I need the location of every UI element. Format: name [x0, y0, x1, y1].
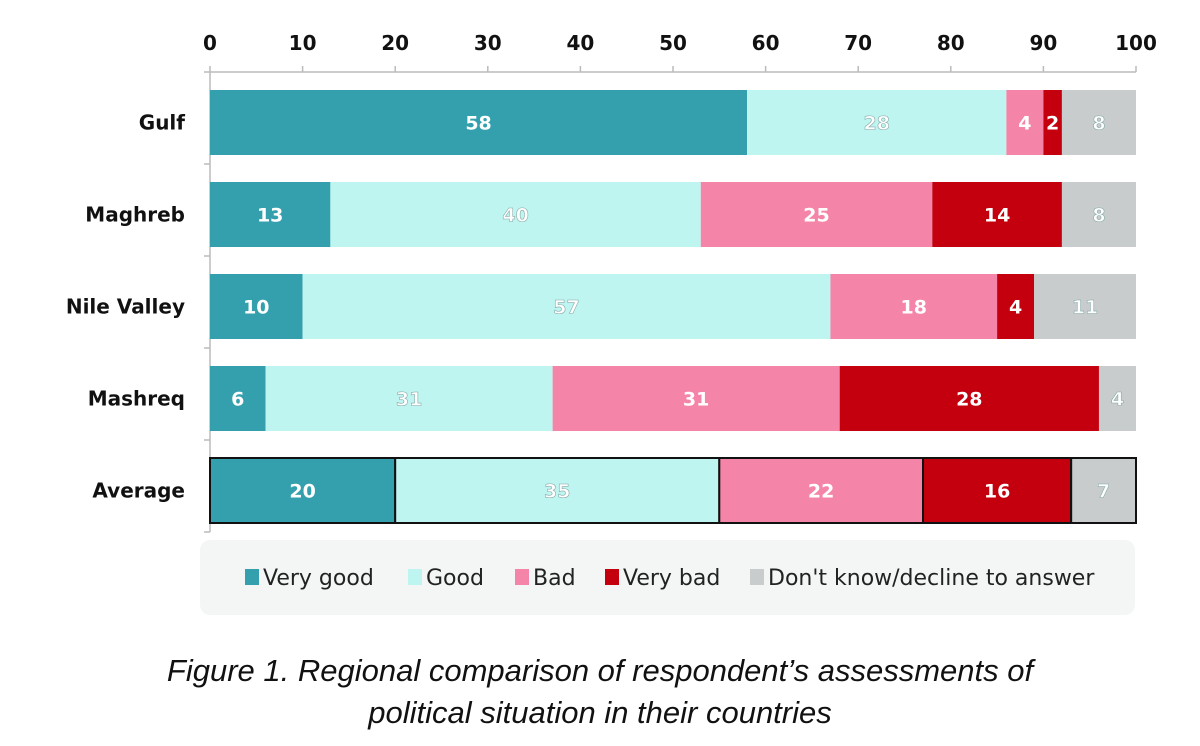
- data-label: 4: [1009, 297, 1022, 319]
- x-tick-label: 30: [474, 31, 502, 55]
- bar-segment: [1006, 90, 1044, 155]
- figure-caption-line-1: Figure 1. Regional comparison of respond…: [166, 653, 1034, 688]
- bar-segment: [210, 366, 266, 431]
- bar-segment: [210, 90, 748, 155]
- data-label: 57: [553, 297, 579, 319]
- data-label: 31: [683, 389, 709, 411]
- bar-segment: [330, 182, 701, 247]
- bar-segment: [922, 457, 1073, 524]
- data-label: 16: [984, 481, 1010, 503]
- x-tick-label: 80: [937, 31, 965, 55]
- bar-segment: [265, 366, 553, 431]
- category-label: Maghreb: [85, 203, 185, 227]
- bar-segment: [210, 182, 331, 247]
- data-label: 8: [1092, 113, 1105, 135]
- data-label: 14: [984, 205, 1010, 227]
- data-label: 58: [465, 113, 491, 135]
- x-tick-label: 50: [659, 31, 687, 55]
- bar-segment: [302, 274, 831, 339]
- data-label: 13: [257, 205, 283, 227]
- bar-segment: [394, 457, 721, 524]
- legend-label: Bad: [533, 566, 576, 591]
- data-label: 31: [396, 389, 422, 411]
- category-label: Average: [92, 479, 185, 503]
- bar-segment: [830, 274, 998, 339]
- data-label: 2: [1046, 113, 1059, 135]
- bar-segment: [1043, 90, 1062, 155]
- bar-segment: [1061, 182, 1136, 247]
- data-label: 8: [1092, 205, 1105, 227]
- x-tick-label: 0: [203, 31, 217, 55]
- category-label: Nile Valley: [66, 295, 185, 319]
- data-label: 25: [803, 205, 829, 227]
- legend-swatch: [408, 569, 422, 585]
- figure-caption-line-2: political situation in their countries: [368, 695, 832, 730]
- legend-label: Good: [426, 566, 484, 591]
- bar-segment: [552, 366, 840, 431]
- legend-box: [200, 540, 1135, 615]
- data-label: 4: [1111, 389, 1124, 411]
- bar-segment: [209, 457, 397, 524]
- bar-segment: [1034, 274, 1136, 339]
- bar-segment: [718, 457, 925, 524]
- x-tick-label: 70: [844, 31, 872, 55]
- data-label: 7: [1097, 481, 1110, 503]
- x-tick-label: 90: [1029, 31, 1057, 55]
- legend-swatch: [750, 569, 764, 585]
- data-label: 35: [544, 481, 570, 503]
- bar-segment: [1061, 90, 1136, 155]
- data-label: 20: [289, 481, 315, 503]
- bar-segment: [210, 274, 303, 339]
- data-label: 28: [863, 113, 889, 135]
- category-label: Gulf: [139, 111, 186, 135]
- legend-label: Don't know/decline to answer: [768, 566, 1095, 591]
- data-label: 28: [956, 389, 982, 411]
- legend-swatch: [245, 569, 259, 585]
- bar-segment: [839, 366, 1099, 431]
- category-label: Mashreq: [88, 387, 185, 411]
- bar-segment: [700, 182, 933, 247]
- x-tick-label: 100: [1115, 31, 1157, 55]
- legend-swatch: [605, 569, 619, 585]
- data-label: 11: [1072, 297, 1098, 319]
- bar-segment: [1070, 457, 1138, 524]
- x-tick-label: 10: [289, 31, 317, 55]
- x-tick-label: 60: [752, 31, 780, 55]
- data-label: 40: [502, 205, 528, 227]
- legend-swatch: [515, 569, 529, 585]
- legend-label: Very good: [263, 566, 374, 591]
- data-label: 18: [901, 297, 927, 319]
- bar-segment: [997, 274, 1035, 339]
- data-label: 4: [1018, 113, 1031, 135]
- legend-label: Very bad: [623, 566, 720, 591]
- data-label: 10: [243, 297, 269, 319]
- x-tick-label: 40: [566, 31, 594, 55]
- bar-segment: [1098, 366, 1136, 431]
- data-label: 22: [808, 481, 834, 503]
- bar-segment: [747, 90, 1007, 155]
- bar-segment: [932, 182, 1062, 247]
- x-tick-label: 20: [381, 31, 409, 55]
- data-label: 6: [231, 389, 244, 411]
